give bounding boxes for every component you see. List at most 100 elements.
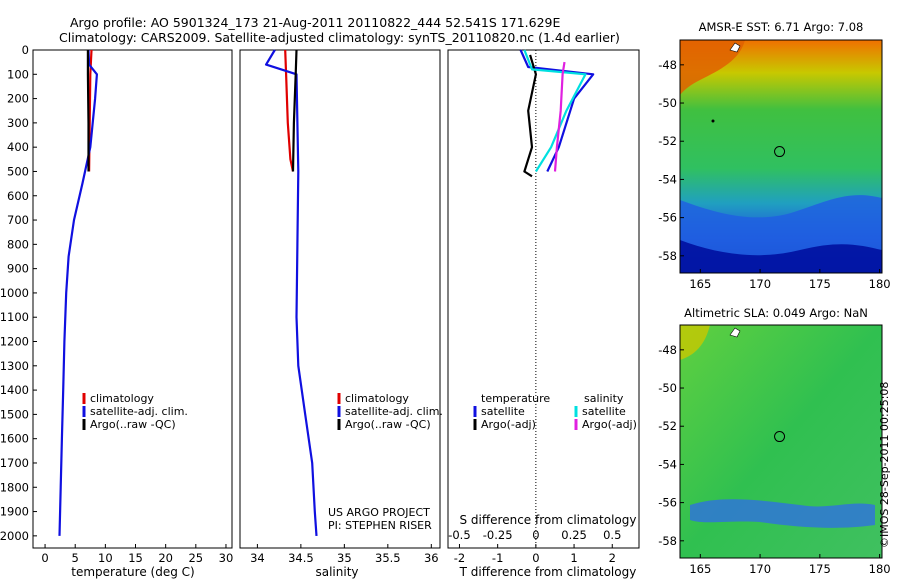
sst-map-frame [679,39,883,274]
difference-panel-frame [447,49,640,549]
x-tick-label: 34 [250,551,265,565]
legend-climatology-label: climatology [90,392,154,405]
map-x-tick-label: 175 [809,277,831,291]
map-y-tick-label: -58 [658,534,677,548]
temperature-series [58,49,99,536]
temperature-legend: climatology satellite-adj. clim. Argo(..… [82,392,188,431]
sla-map-title: Altimetric SLA: 0.049 Argo: NaN [684,306,868,320]
x2-tick-label: 0.5 [603,528,621,542]
legend-satellite-label: satellite-adj. clim. [345,405,443,418]
credit-project: US ARGO PROJECT [328,506,430,519]
x-tick-label: 20 [158,551,173,565]
sst-warm-region [680,40,745,95]
series-line-argo-adj- [523,54,538,178]
header-line2: Climatology: CARS2009. Satellite-adjuste… [59,30,620,45]
salinity-series [265,49,318,536]
x2-tick-label: 0 [532,528,539,542]
series-line-climatology [284,49,295,172]
map-y-tick-label: -52 [658,419,677,433]
x-tick-label: 15 [128,551,143,565]
legend-argo-label: Argo(..raw -QC) [345,418,431,431]
legend-heading-temperature: temperature [481,392,550,405]
x-tick-label: 35.5 [375,551,401,565]
depth-tick-label: 1700 [0,456,29,470]
sst-map [679,39,883,274]
salinity-xlabel: salinity [315,565,358,579]
x-tick-label: -2 [454,551,465,565]
depth-tick-label: 0 [22,43,29,57]
sst-island-marker [711,119,715,123]
sla-map-x-axis: 165 170 175 180 [689,554,891,576]
x-tick-label: -1 [492,551,503,565]
series-line-satellite-adj-clim- [58,49,99,536]
map-y-tick-label: -54 [658,172,677,186]
sla-float-location-marker [774,431,786,443]
sla-low-band [690,499,875,528]
map-y-tick-label: -50 [658,96,677,110]
temperature-x-axis: 0 5 10 15 20 25 30 [41,544,233,565]
map-x-tick-label: 165 [689,562,711,576]
depth-tick-label: 1800 [0,480,29,494]
sla-map-frame [679,324,883,559]
sst-map-title: AMSR-E SST: 6.71 Argo: 7.08 [699,20,864,34]
legend-climatology-label: climatology [345,392,409,405]
x-tick-label: 36 [424,551,439,565]
map-y-tick-label: -52 [658,134,677,148]
difference-legend: temperature salinity satellite Argo(-adj… [473,392,637,431]
legend-s-argo-label: Argo(-adj) [582,418,637,431]
depth-tick-label: 1000 [0,286,29,300]
depth-tick-label: 700 [7,213,29,227]
depth-tick-label: 300 [7,116,29,130]
depth-axis: 0 100 200 300 400 500 600 700 800 900 1000 1100 1200… [0,43,37,543]
difference-series [519,49,595,178]
x-tick-label: 0 [41,551,48,565]
map-x-tick-label: 165 [689,277,711,291]
temperature-xlabel: temperature (deg C) [71,565,194,579]
series-line-argo-adj- [553,61,566,172]
x-tick-label: 34.5 [288,551,314,565]
temperature-panel-frame [32,49,233,549]
sla-island-shape [729,327,741,338]
depth-tick-label: 1200 [0,335,29,349]
sst-float-location-marker [774,146,786,158]
sla-high-region [680,325,710,360]
map-x-tick-label: 180 [869,277,891,291]
depth-tick-label: 200 [7,92,29,106]
depth-tick-label: 900 [7,262,29,276]
sst-map-x-axis: 165 170 175 180 [689,269,891,291]
x2-tick-label: -0.25 [483,528,513,542]
depth-tick-label: 1600 [0,432,29,446]
sla-map [679,324,883,559]
sst-island-shape [729,42,741,53]
x-tick-label: 10 [98,551,113,565]
legend-t-argo-label: Argo(-adj) [481,418,536,431]
t-difference-xlabel: T difference from climatology [459,565,637,579]
map-x-tick-label: 180 [869,562,891,576]
x-tick-label: 30 [219,551,234,565]
map-y-tick-label: -50 [658,381,677,395]
s-difference-x-axis: -0.5 -0.25 0 0.25 0.5 [448,528,621,542]
x2-tick-label: -0.5 [448,528,470,542]
series-line-argo-raw-qc- [291,49,298,172]
salinity-panel-frame [239,49,441,549]
map-y-tick-label: -58 [658,249,677,263]
depth-tick-label: 500 [7,164,29,178]
depth-tick-label: 1900 [0,505,29,519]
series-line-satellite-adj-clim- [265,49,318,536]
map-y-tick-label: -48 [658,58,677,72]
map-y-tick-label: -48 [658,343,677,357]
series-line-satellite [523,49,587,173]
legend-satellite-label: satellite-adj. clim. [90,405,188,418]
depth-tick-label: 800 [7,237,29,251]
legend-argo-label: Argo(..raw -QC) [90,418,176,431]
header-line1: Argo profile: AO 5901324_173 21-Aug-2011… [70,15,560,30]
s-difference-xlabel: S difference from climatology [460,513,637,527]
legend-t-satellite-label: satellite [481,405,525,418]
sla-map-y-axis: -48 -50 -52 -54 -56 -58 [658,343,684,548]
x-tick-label: 25 [188,551,203,565]
map-y-tick-label: -56 [658,211,677,225]
sst-coldest-region [680,240,882,273]
map-x-tick-label: 170 [749,562,771,576]
map-y-tick-label: -56 [658,496,677,510]
